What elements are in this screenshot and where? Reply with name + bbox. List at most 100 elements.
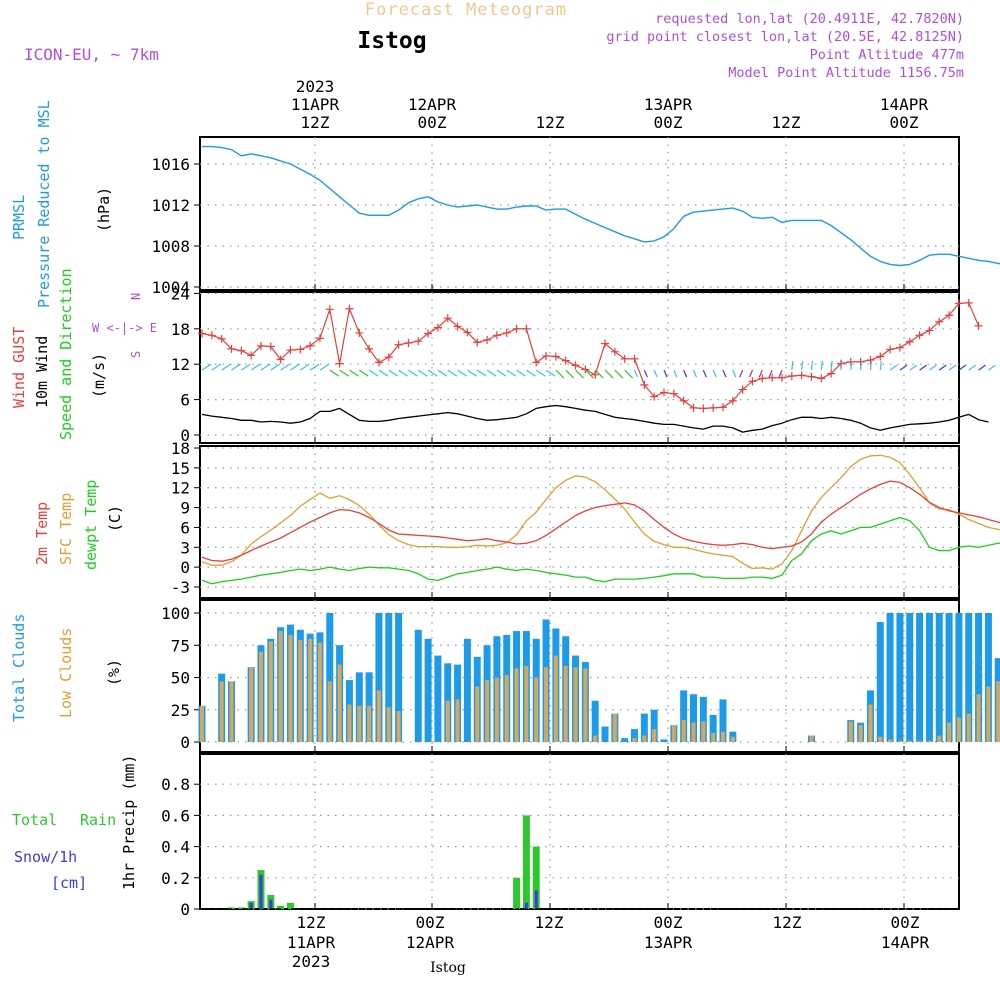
low-cloud-bar (652, 729, 657, 742)
pressure-labels: PRMSL Pressure Reduced to MSL (hPa) (10, 100, 113, 308)
low-cloud-bar (691, 722, 696, 742)
low-cloud-bar (553, 655, 558, 742)
gust-point (217, 334, 226, 343)
pressure-frame (199, 136, 960, 291)
wind-direction-arrow (496, 369, 507, 377)
gust-point (551, 352, 560, 361)
snow-bar (524, 902, 528, 909)
gust-point (296, 345, 305, 354)
gust-point (473, 338, 482, 347)
wind-direction-arrow (299, 363, 310, 371)
wind-direction-arrow (820, 361, 823, 371)
temp-labels: 2m Temp SFC Temp dewpt Temp (C) (33, 480, 124, 570)
total-cloud-bar (916, 613, 924, 742)
wind-direction-arrow (712, 369, 717, 378)
low-cloud-bar (278, 631, 283, 742)
gust-point (777, 373, 786, 382)
low-cloud-bar (632, 738, 637, 742)
gust-point (492, 331, 501, 340)
wind-direction-arrow (624, 369, 634, 379)
wind-direction-arrow (329, 369, 340, 377)
rain-bar (532, 846, 540, 909)
low-cloud-bar (534, 677, 539, 742)
wind-direction-arrow (467, 369, 477, 377)
wind-direction-arrow (692, 369, 698, 378)
gridpoint-coords: grid point closest lon,lat (20.5E, 42.81… (606, 29, 964, 45)
wind-direction-arrow (929, 364, 937, 371)
top-label-2-line3: 00Z (418, 113, 447, 132)
gust-point (522, 324, 531, 333)
wind-direction-arrow (270, 363, 281, 371)
wind-direction-arrow (978, 364, 986, 371)
gust-point (620, 354, 629, 363)
top-label-6-line2: 14APR (880, 95, 929, 114)
wind-direction-arrow (319, 363, 330, 371)
top-label-3-line3: 12Z (536, 113, 565, 132)
wind-direction-arrow (221, 363, 231, 371)
low-cloud-bar (485, 680, 490, 742)
wind-ytick-label: 0 (180, 426, 190, 445)
bottom-label-1-line2: 11APR (287, 933, 336, 952)
gust-point (886, 345, 895, 354)
wind-direction-arrow (535, 369, 546, 377)
wind-direction-arrow (358, 369, 369, 377)
bottom-label-1-line3: 2023 (292, 952, 331, 971)
bottom-label-4-line1: 00Z (654, 913, 683, 932)
wind-compass-s: S (129, 351, 143, 358)
gust-point (306, 341, 315, 350)
gust-point (758, 374, 767, 383)
low-cloud-bar (583, 668, 588, 742)
temp-label-dewpt: dewpt Temp (82, 480, 100, 570)
gust-point (365, 344, 374, 353)
wind-ytick-label: 24 (171, 284, 190, 303)
total-cloud-bar (690, 694, 697, 742)
wind-direction-arrow (768, 369, 773, 378)
gust-point (876, 352, 885, 361)
gust-point (699, 404, 708, 413)
bottom-time-axis: 12Z 11APR 2023 00Z 12APR 12Z 00Z 13APR 1… (287, 913, 930, 971)
total-cloud-bar (699, 696, 707, 742)
total-cloud-bar (680, 690, 688, 742)
gust-point (325, 305, 334, 314)
wind-direction-arrow (673, 369, 678, 378)
low-cloud-bar (868, 704, 873, 742)
wind-ytick-label: 18 (171, 320, 190, 339)
pressure-unit: (hPa) (95, 187, 113, 232)
wind-direction-arrow (899, 364, 908, 371)
gust-point (669, 389, 678, 398)
bottom-label-1-line1: 12Z (297, 913, 326, 932)
gust-point (768, 373, 777, 382)
gust-point (630, 354, 639, 363)
cloud-label-total: Total Clouds (10, 614, 28, 722)
pressure-line (202, 145, 1000, 267)
model-label: ICON-EU, ~ 7km (24, 45, 159, 64)
low-cloud-bar (563, 665, 568, 742)
precip-label-cm: [cm] (51, 874, 87, 892)
gust-point (591, 370, 600, 379)
low-cloud-bar (937, 735, 942, 742)
total-cloud-bar (906, 613, 914, 742)
wind-direction-arrow (201, 363, 212, 371)
gust-point (610, 347, 619, 356)
wind-ytick-label: 6 (180, 391, 190, 410)
clouds-ytick-label: 25 (171, 701, 190, 720)
point-altitude: Point Altitude 477m (810, 47, 964, 63)
total-cloud-bar (424, 638, 432, 742)
temperature-frame (199, 445, 960, 599)
total-cloud-bar (955, 613, 963, 742)
low-cloud-bar (809, 735, 814, 742)
total-cloud-bar (375, 613, 383, 742)
precipitation-frame (199, 753, 960, 910)
wind-direction-arrow (516, 369, 526, 377)
precipitation-ytick-label: 0.4 (161, 838, 190, 857)
top-label-1-line1: 2023 (296, 77, 335, 96)
low-cloud-bar (455, 699, 460, 742)
low-cloud-bar (475, 686, 480, 742)
low-cloud-bar (367, 705, 372, 742)
temperature-ytick-label: 12 (171, 479, 190, 498)
precipitation-ytick-label: 0.6 (161, 806, 190, 825)
rain-bar (237, 907, 245, 909)
wind-direction-arrow (231, 363, 241, 371)
rain-bar (227, 907, 235, 909)
snow-bar (269, 899, 273, 909)
